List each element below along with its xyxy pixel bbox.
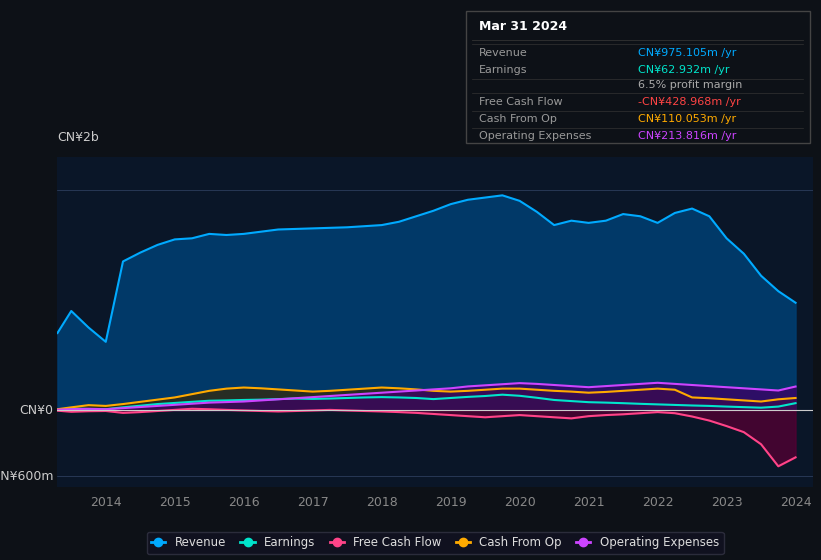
Text: Free Cash Flow: Free Cash Flow xyxy=(479,97,563,107)
Text: 6.5% profit margin: 6.5% profit margin xyxy=(638,80,742,90)
Text: CN¥975.105m /yr: CN¥975.105m /yr xyxy=(638,48,736,58)
Text: Revenue: Revenue xyxy=(479,48,528,58)
Text: -CN¥600m: -CN¥600m xyxy=(0,470,53,483)
Text: CN¥62.932m /yr: CN¥62.932m /yr xyxy=(638,66,729,76)
Text: Mar 31 2024: Mar 31 2024 xyxy=(479,21,567,34)
Text: Earnings: Earnings xyxy=(479,66,528,76)
Text: Cash From Op: Cash From Op xyxy=(479,114,557,124)
Text: CN¥0: CN¥0 xyxy=(20,404,53,417)
Legend: Revenue, Earnings, Free Cash Flow, Cash From Op, Operating Expenses: Revenue, Earnings, Free Cash Flow, Cash … xyxy=(147,531,723,554)
Text: Operating Expenses: Operating Expenses xyxy=(479,131,592,141)
Text: CN¥2b: CN¥2b xyxy=(57,130,99,143)
Text: CN¥213.816m /yr: CN¥213.816m /yr xyxy=(638,131,736,141)
Text: CN¥110.053m /yr: CN¥110.053m /yr xyxy=(638,114,736,124)
Text: -CN¥428.968m /yr: -CN¥428.968m /yr xyxy=(638,97,741,107)
